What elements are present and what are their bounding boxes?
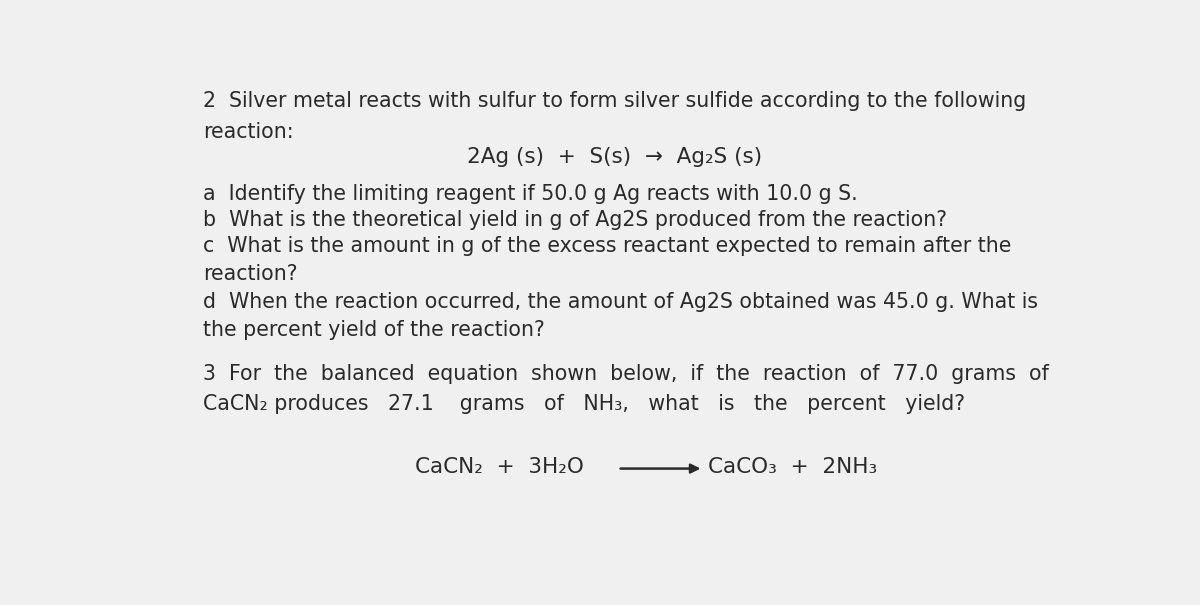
Text: b  What is the theoretical yield in g of Ag2S produced from the reaction?: b What is the theoretical yield in g of … <box>203 210 947 230</box>
Text: d  When the reaction occurred, the amount of Ag2S obtained was 45.0 g. What is: d When the reaction occurred, the amount… <box>203 292 1038 312</box>
Text: CaCN₂  +  3H₂O: CaCN₂ + 3H₂O <box>415 457 584 477</box>
Text: the percent yield of the reaction?: the percent yield of the reaction? <box>203 319 545 339</box>
Text: 2  Silver metal reacts with sulfur to form silver sulfide according to the follo: 2 Silver metal reacts with sulfur to for… <box>203 91 1026 111</box>
Text: c  What is the amount in g of the excess reactant expected to remain after the: c What is the amount in g of the excess … <box>203 235 1012 256</box>
Text: CaCN₂ produces   27.1    grams   of   NH₃,   what   is   the   percent   yield?: CaCN₂ produces 27.1 grams of NH₃, what i… <box>203 394 965 414</box>
Text: 3  For  the  balanced  equation  shown  below,  if  the  reaction  of  77.0  gra: 3 For the balanced equation shown below,… <box>203 364 1049 384</box>
Text: a  Identify the limiting reagent if 50.0 g Ag reacts with 10.0 g S.: a Identify the limiting reagent if 50.0 … <box>203 185 858 204</box>
Text: reaction:: reaction: <box>203 122 294 142</box>
Text: 2Ag (s)  +  S(s)  →  Ag₂S (s): 2Ag (s) + S(s) → Ag₂S (s) <box>468 147 762 167</box>
Text: reaction?: reaction? <box>203 264 298 284</box>
Text: CaCO₃  +  2NH₃: CaCO₃ + 2NH₃ <box>708 457 877 477</box>
